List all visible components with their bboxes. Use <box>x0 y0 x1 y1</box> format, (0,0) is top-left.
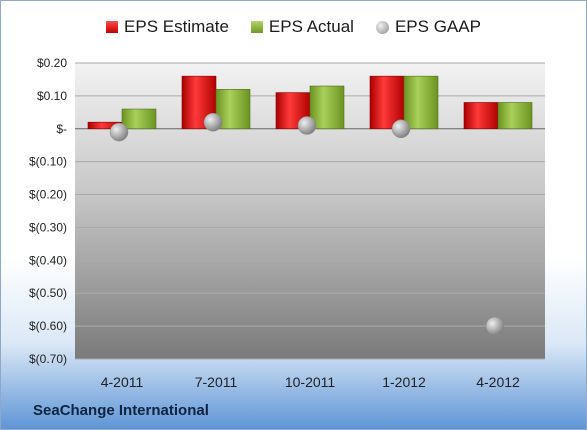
x-axis: 4-2011 7-2011 10-2011 1-2012 4-2012 <box>101 374 520 390</box>
legend-item-gaap: EPS GAAP <box>375 17 481 37</box>
gaap-point <box>391 119 411 139</box>
legend: EPS Estimate EPS Actual EPS GAAP <box>1 17 586 37</box>
actual-bar <box>121 108 157 130</box>
gaap-point <box>203 112 223 132</box>
y-tick-label: $0.10 <box>37 89 67 103</box>
x-tick-label: 4-2011 <box>101 374 144 390</box>
legend-item-actual: EPS Actual <box>250 17 354 37</box>
actual-bar <box>403 75 439 130</box>
estimate-bar <box>463 102 499 130</box>
gaap-point <box>109 122 129 142</box>
x-tick-label: 4-2012 <box>476 374 520 390</box>
y-tick-label: $(0.10) <box>29 155 67 169</box>
gaap-point <box>297 116 317 135</box>
y-tick-label: $(0.30) <box>29 220 67 234</box>
legend-estimate-label: EPS Estimate <box>124 17 229 36</box>
legend-actual-label: EPS Actual <box>268 17 354 36</box>
company-name: SeaChange International <box>33 402 209 419</box>
actual-bar <box>497 102 533 130</box>
actual-swatch-icon <box>250 21 263 33</box>
y-axis: $0.20 $0.10 $- $(0.10) $(0.20) $(0.30) $(0.40)… <box>29 56 67 366</box>
x-tick-label: 1-2012 <box>382 374 426 390</box>
y-tick-label: $(0.40) <box>29 253 67 267</box>
y-tick-label: $0.20 <box>37 56 67 70</box>
x-tick-label: 7-2011 <box>195 374 238 390</box>
y-tick-label: $(0.50) <box>29 286 67 300</box>
x-tick-label: 10-2011 <box>285 374 336 390</box>
legend-gaap-label: EPS GAAP <box>394 17 481 36</box>
actual-bar <box>309 85 345 130</box>
gaap-swatch-icon <box>375 20 389 34</box>
gaap-points <box>109 112 505 336</box>
y-tick-label: $- <box>56 122 67 136</box>
legend-item-estimate: EPS Estimate <box>106 17 229 37</box>
y-tick-label: $(0.60) <box>29 319 67 333</box>
estimate-swatch-icon <box>106 21 119 33</box>
gaap-point <box>485 316 505 336</box>
y-tick-label: $(0.20) <box>29 188 67 202</box>
y-tick-label: $(0.70) <box>29 352 67 366</box>
